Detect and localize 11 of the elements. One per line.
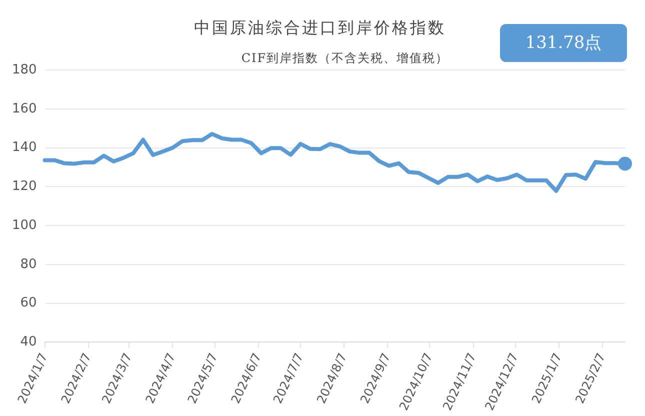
y-tick-label: 100 <box>12 218 37 233</box>
y-tick-label: 120 <box>12 179 37 194</box>
chart-title: 中国原油综合进口到岸价格指数 <box>193 18 447 39</box>
y-tick-label: 180 <box>12 62 37 78</box>
y-tick-label: 140 <box>12 140 37 156</box>
y-tick-label: 80 <box>20 256 37 272</box>
y-tick-label: 40 <box>20 334 37 350</box>
text: 131.78点 <box>500 24 627 62</box>
chart-subtitle: CIF到岸指数（不含关税、增值税） <box>240 50 450 67</box>
y-tick-label: 160 <box>12 101 37 116</box>
y-tick-label: 60 <box>20 296 37 311</box>
